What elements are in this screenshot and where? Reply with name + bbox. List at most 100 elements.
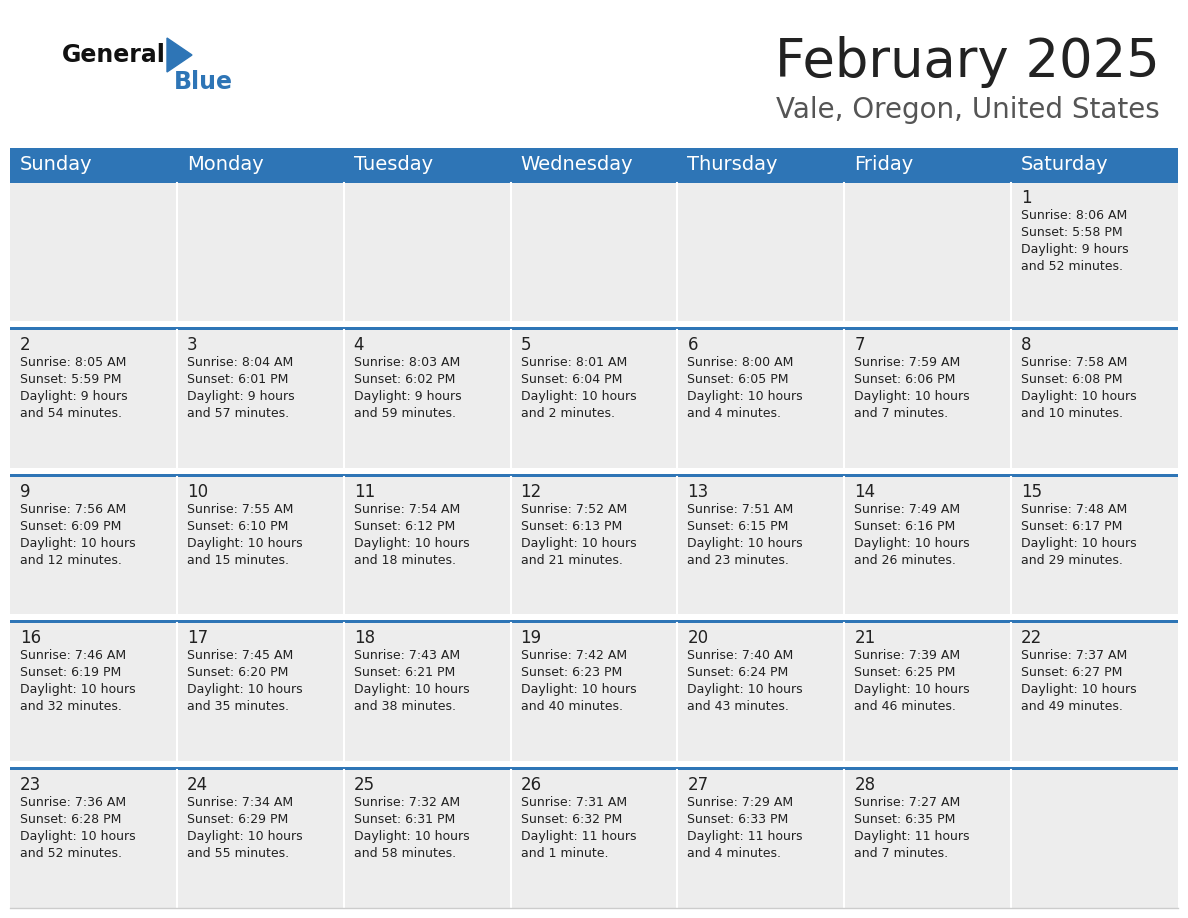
- Text: Daylight: 10 hours: Daylight: 10 hours: [354, 537, 469, 550]
- Text: Vale, Oregon, United States: Vale, Oregon, United States: [776, 96, 1159, 124]
- Text: 25: 25: [354, 777, 375, 794]
- Text: Sunset: 6:10 PM: Sunset: 6:10 PM: [187, 520, 289, 532]
- Text: Sunrise: 7:59 AM: Sunrise: 7:59 AM: [854, 356, 961, 369]
- Text: Sunset: 6:06 PM: Sunset: 6:06 PM: [854, 373, 955, 386]
- Text: Sunset: 6:15 PM: Sunset: 6:15 PM: [688, 520, 789, 532]
- Bar: [511, 330, 677, 467]
- Text: and 18 minutes.: and 18 minutes.: [354, 554, 456, 566]
- Text: Sunset: 6:29 PM: Sunset: 6:29 PM: [187, 813, 289, 826]
- Text: and 43 minutes.: and 43 minutes.: [688, 700, 789, 713]
- Text: Daylight: 10 hours: Daylight: 10 hours: [854, 683, 969, 697]
- Text: Daylight: 10 hours: Daylight: 10 hours: [854, 390, 969, 403]
- Text: Daylight: 10 hours: Daylight: 10 hours: [520, 537, 637, 550]
- Text: and 29 minutes.: and 29 minutes.: [1022, 554, 1123, 566]
- Text: and 40 minutes.: and 40 minutes.: [520, 700, 623, 713]
- Text: 1: 1: [1022, 189, 1031, 207]
- Text: Sunset: 5:58 PM: Sunset: 5:58 PM: [1022, 226, 1123, 239]
- Text: Monday: Monday: [187, 154, 264, 174]
- Bar: [10, 474, 1178, 476]
- Bar: [1011, 476, 1178, 614]
- Text: and 49 minutes.: and 49 minutes.: [1022, 700, 1123, 713]
- Text: Sunset: 6:08 PM: Sunset: 6:08 PM: [1022, 373, 1123, 386]
- Text: Daylight: 10 hours: Daylight: 10 hours: [854, 537, 969, 550]
- Text: Daylight: 11 hours: Daylight: 11 hours: [520, 830, 636, 844]
- Bar: [343, 476, 511, 614]
- Text: Sunset: 6:02 PM: Sunset: 6:02 PM: [354, 373, 455, 386]
- Text: 7: 7: [854, 336, 865, 353]
- Text: Sunrise: 8:03 AM: Sunrise: 8:03 AM: [354, 356, 460, 369]
- Text: and 4 minutes.: and 4 minutes.: [688, 407, 782, 420]
- Text: and 7 minutes.: and 7 minutes.: [854, 407, 948, 420]
- Text: 27: 27: [688, 777, 708, 794]
- Text: Sunrise: 7:40 AM: Sunrise: 7:40 AM: [688, 649, 794, 663]
- Text: Sunrise: 7:42 AM: Sunrise: 7:42 AM: [520, 649, 627, 663]
- Text: 13: 13: [688, 483, 709, 500]
- Text: Daylight: 10 hours: Daylight: 10 hours: [1022, 683, 1137, 697]
- Text: and 1 minute.: and 1 minute.: [520, 847, 608, 860]
- Bar: [10, 476, 177, 614]
- Text: 24: 24: [187, 777, 208, 794]
- Text: and 2 minutes.: and 2 minutes.: [520, 407, 614, 420]
- Text: and 15 minutes.: and 15 minutes.: [187, 554, 289, 566]
- Text: 11: 11: [354, 483, 375, 500]
- Text: and 35 minutes.: and 35 minutes.: [187, 700, 289, 713]
- Bar: [10, 327, 1178, 330]
- Bar: [845, 330, 1011, 467]
- Text: Sunset: 6:13 PM: Sunset: 6:13 PM: [520, 520, 621, 532]
- Bar: [511, 476, 677, 614]
- Text: Daylight: 10 hours: Daylight: 10 hours: [520, 390, 637, 403]
- Text: Daylight: 10 hours: Daylight: 10 hours: [1022, 390, 1137, 403]
- Text: Sunrise: 7:55 AM: Sunrise: 7:55 AM: [187, 502, 293, 516]
- Bar: [845, 476, 1011, 614]
- Text: Sunset: 6:23 PM: Sunset: 6:23 PM: [520, 666, 621, 679]
- Text: Daylight: 10 hours: Daylight: 10 hours: [354, 683, 469, 697]
- Bar: [177, 623, 343, 761]
- Bar: [10, 623, 177, 761]
- Text: 15: 15: [1022, 483, 1042, 500]
- Text: 16: 16: [20, 630, 42, 647]
- Text: Sunrise: 7:27 AM: Sunrise: 7:27 AM: [854, 796, 961, 809]
- Bar: [677, 476, 845, 614]
- Text: Sunset: 6:33 PM: Sunset: 6:33 PM: [688, 813, 789, 826]
- Text: Sunset: 6:21 PM: Sunset: 6:21 PM: [354, 666, 455, 679]
- Text: 14: 14: [854, 483, 876, 500]
- Text: Sunrise: 7:39 AM: Sunrise: 7:39 AM: [854, 649, 960, 663]
- Text: Daylight: 10 hours: Daylight: 10 hours: [688, 537, 803, 550]
- Text: Daylight: 10 hours: Daylight: 10 hours: [187, 830, 303, 844]
- Text: and 52 minutes.: and 52 minutes.: [20, 847, 122, 860]
- Text: Sunset: 5:59 PM: Sunset: 5:59 PM: [20, 373, 121, 386]
- Text: Sunrise: 7:43 AM: Sunrise: 7:43 AM: [354, 649, 460, 663]
- Text: 10: 10: [187, 483, 208, 500]
- Bar: [10, 767, 1178, 770]
- Text: Sunrise: 7:56 AM: Sunrise: 7:56 AM: [20, 502, 126, 516]
- Text: Daylight: 9 hours: Daylight: 9 hours: [187, 390, 295, 403]
- Text: Daylight: 10 hours: Daylight: 10 hours: [688, 390, 803, 403]
- Text: 19: 19: [520, 630, 542, 647]
- Text: and 32 minutes.: and 32 minutes.: [20, 700, 122, 713]
- Text: and 7 minutes.: and 7 minutes.: [854, 847, 948, 860]
- Text: Sunrise: 7:45 AM: Sunrise: 7:45 AM: [187, 649, 293, 663]
- Text: Blue: Blue: [173, 70, 233, 94]
- Text: Sunrise: 7:36 AM: Sunrise: 7:36 AM: [20, 796, 126, 809]
- Text: Daylight: 10 hours: Daylight: 10 hours: [688, 683, 803, 697]
- Bar: [511, 770, 677, 908]
- Text: Daylight: 9 hours: Daylight: 9 hours: [1022, 243, 1129, 256]
- Text: and 55 minutes.: and 55 minutes.: [187, 847, 289, 860]
- Text: Sunrise: 7:52 AM: Sunrise: 7:52 AM: [520, 502, 627, 516]
- Text: Sunset: 6:09 PM: Sunset: 6:09 PM: [20, 520, 121, 532]
- Text: 20: 20: [688, 630, 708, 647]
- Bar: [10, 621, 1178, 623]
- Text: Sunrise: 8:06 AM: Sunrise: 8:06 AM: [1022, 209, 1127, 222]
- Bar: [343, 623, 511, 761]
- Text: Sunset: 6:19 PM: Sunset: 6:19 PM: [20, 666, 121, 679]
- Text: Sunrise: 8:05 AM: Sunrise: 8:05 AM: [20, 356, 126, 369]
- Text: Tuesday: Tuesday: [354, 154, 432, 174]
- Text: and 23 minutes.: and 23 minutes.: [688, 554, 789, 566]
- Text: Daylight: 10 hours: Daylight: 10 hours: [354, 830, 469, 844]
- Bar: [845, 770, 1011, 908]
- Text: and 21 minutes.: and 21 minutes.: [520, 554, 623, 566]
- Bar: [10, 180, 1178, 183]
- Text: Daylight: 11 hours: Daylight: 11 hours: [688, 830, 803, 844]
- Text: Sunrise: 8:00 AM: Sunrise: 8:00 AM: [688, 356, 794, 369]
- Text: 6: 6: [688, 336, 697, 353]
